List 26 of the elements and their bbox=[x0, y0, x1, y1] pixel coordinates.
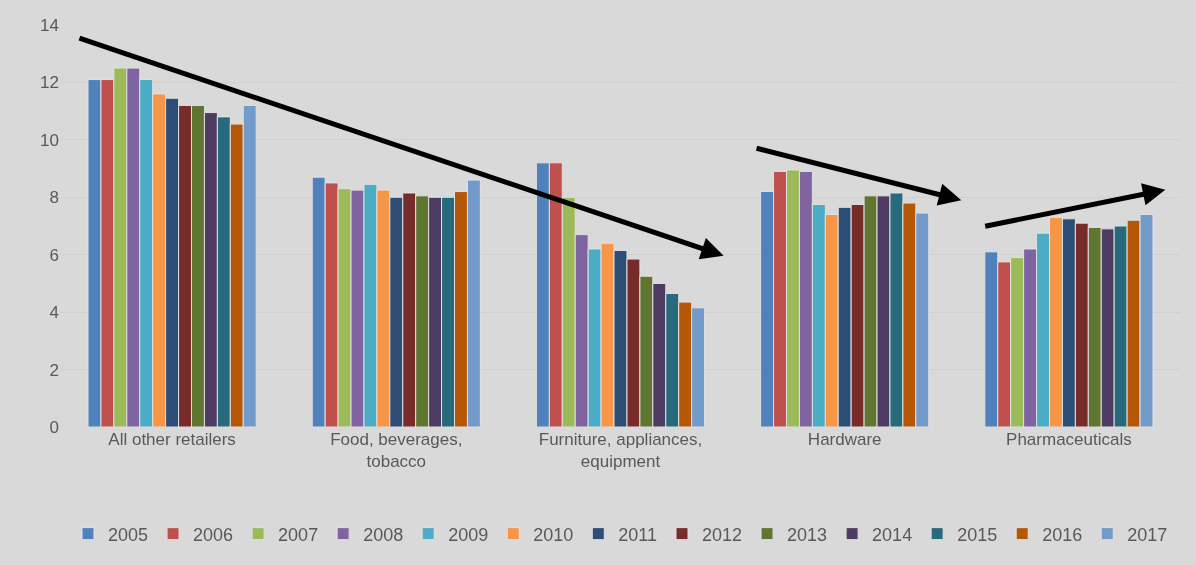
legend-label: 2015 bbox=[957, 524, 998, 545]
legend-label: 2014 bbox=[872, 524, 913, 545]
legend-label: 2013 bbox=[787, 524, 828, 545]
x-tick-label: Furniture, appliances, equipment bbox=[538, 430, 703, 472]
x-tick-label: All other retailers bbox=[108, 430, 236, 449]
legend-label: 2011 bbox=[618, 524, 657, 545]
y-tick-label: 2 bbox=[49, 360, 59, 380]
legend-label: 2010 bbox=[533, 524, 574, 545]
y-tick-label: 4 bbox=[49, 303, 59, 323]
y-tick-label: 10 bbox=[40, 130, 59, 150]
y-tick-label: 14 bbox=[40, 15, 59, 35]
legend-label: 2012 bbox=[702, 524, 743, 545]
legend-label: 2005 bbox=[108, 524, 149, 545]
legend-label: 2016 bbox=[1042, 524, 1083, 545]
legend-label: 2008 bbox=[363, 524, 404, 545]
legend-label: 2009 bbox=[448, 524, 489, 545]
y-tick-label: 12 bbox=[40, 73, 59, 93]
legend-label: 2007 bbox=[278, 524, 319, 545]
y-tick-label: 8 bbox=[49, 188, 59, 208]
x-tick-label: Food, beverages, tobacco bbox=[330, 430, 463, 472]
x-tick-label: Hardware bbox=[807, 430, 882, 449]
legend-label: 2006 bbox=[193, 524, 234, 545]
x-tick-label: Pharmaceuticals bbox=[1006, 430, 1132, 449]
y-tick-label: 0 bbox=[49, 417, 59, 437]
legend-label: 2017 bbox=[1127, 524, 1168, 545]
y-tick-label: 6 bbox=[49, 245, 59, 265]
